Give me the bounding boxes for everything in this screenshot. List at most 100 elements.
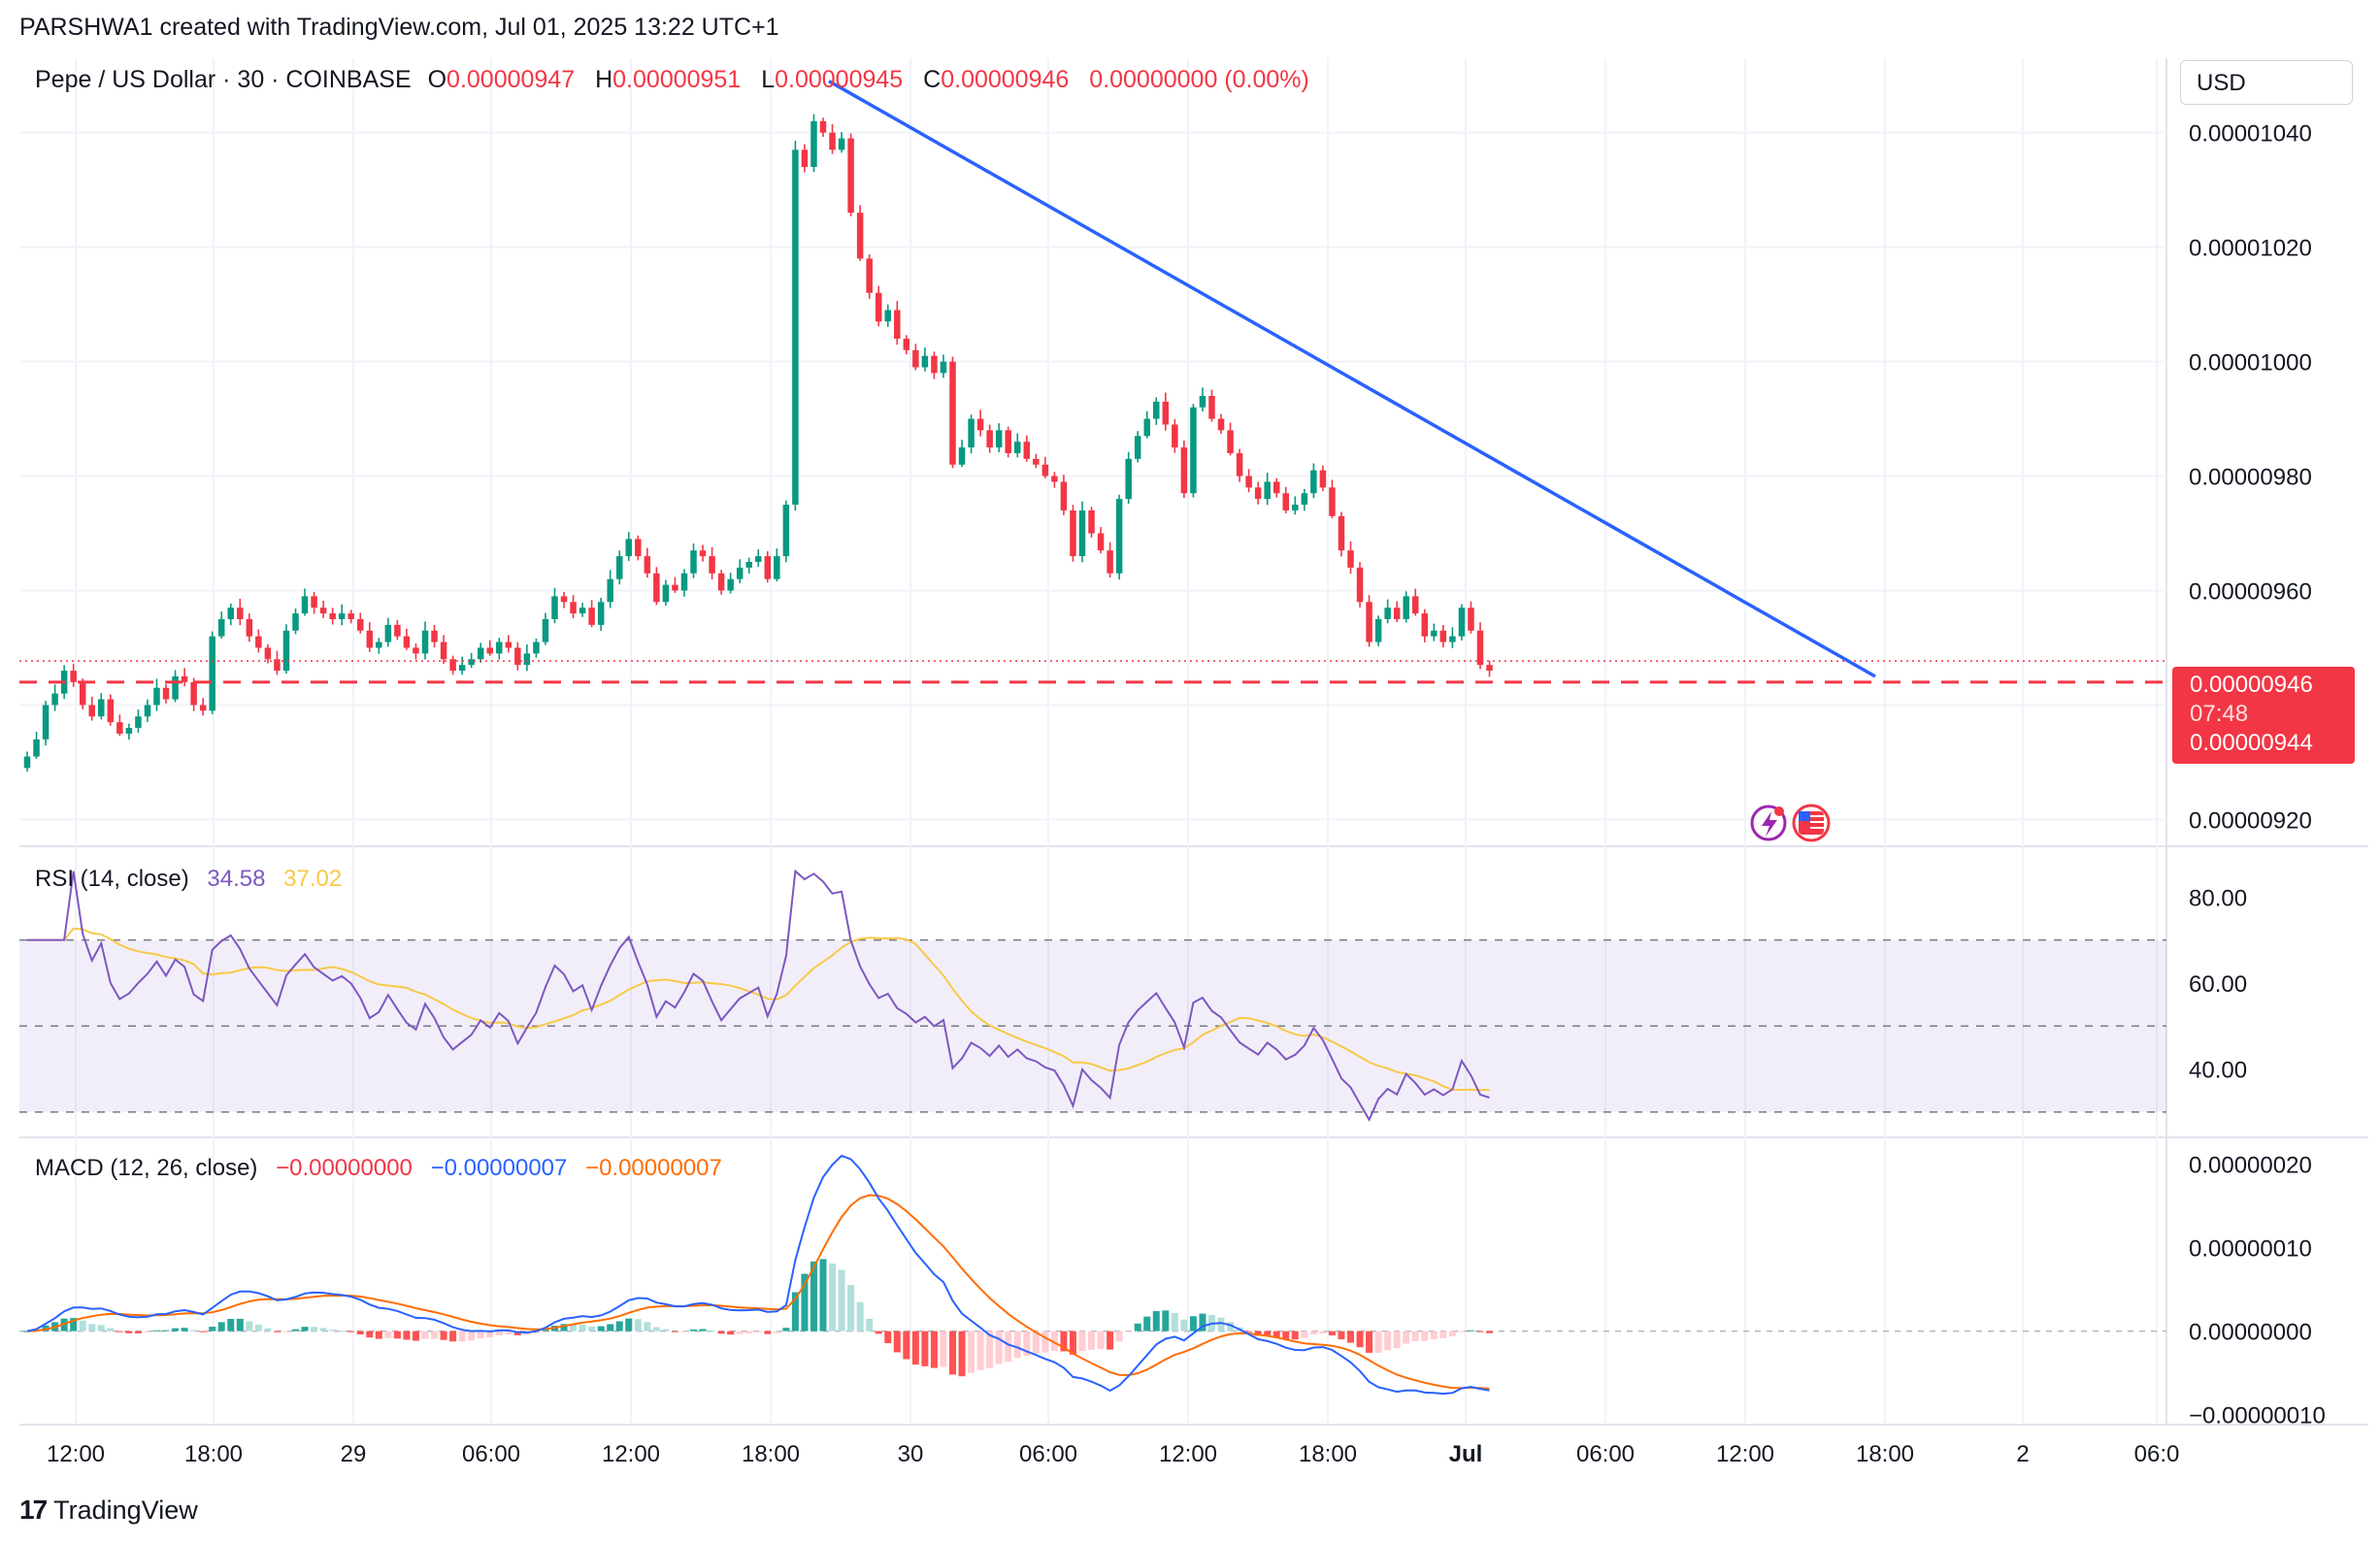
candle-body <box>440 641 447 660</box>
macd-histogram-bar <box>1366 1331 1373 1353</box>
symbol-title[interactable]: Pepe / US Dollar · 30 · COINBASE <box>35 66 412 93</box>
candle-body <box>1023 442 1031 459</box>
macd-histogram-bar <box>70 1318 78 1331</box>
macd-histogram-bar <box>1411 1331 1419 1342</box>
candle-body <box>551 596 558 619</box>
macd-histogram-bar <box>431 1331 439 1339</box>
candle-body <box>1393 608 1401 619</box>
macd-histogram-bar <box>1199 1313 1207 1331</box>
candle-body <box>311 596 317 608</box>
price-tick-label: 0.00001040 <box>2189 121 2312 148</box>
tradingview-brand[interactable]: 17 TradingView <box>19 1495 198 1526</box>
macd-histogram-bar <box>903 1331 910 1360</box>
macd-histogram-bar <box>273 1331 281 1332</box>
time-tick-label: 12:00 <box>602 1441 660 1467</box>
macd-histogram-bar <box>1125 1331 1133 1332</box>
lightning-icon <box>1762 811 1777 837</box>
candle-body <box>1236 452 1243 477</box>
candle-body <box>1254 487 1262 500</box>
candle-body <box>458 665 466 672</box>
candle-body <box>468 659 475 666</box>
candle-body <box>1060 481 1068 510</box>
time-tick-label: 06:00 <box>1576 1441 1635 1467</box>
time-tick-label: 06:00 <box>1019 1441 1077 1467</box>
macd-histogram-bar <box>1403 1331 1410 1344</box>
candle-body <box>1190 407 1197 494</box>
candle-body <box>542 618 549 642</box>
macd-histogram-bar <box>1217 1317 1225 1331</box>
candle-body <box>246 618 253 637</box>
macd-histogram-bar <box>1050 1331 1058 1351</box>
candle-body <box>662 584 670 603</box>
macd-histogram-bar <box>671 1331 678 1332</box>
macd-histogram-bar <box>736 1331 744 1334</box>
candle-body <box>866 258 873 293</box>
rsi-ma-value: 37.02 <box>283 866 343 892</box>
macd-histogram-bar <box>1356 1331 1364 1348</box>
macd-histogram-bar <box>1476 1331 1484 1332</box>
macd-histogram-bar <box>42 1325 50 1331</box>
macd-histogram-bar <box>505 1331 512 1335</box>
macd-histogram-bar <box>440 1331 447 1340</box>
candle-body <box>570 602 577 614</box>
macd-label[interactable]: MACD (12, 26, close) <box>35 1155 258 1181</box>
macd-histogram-bar <box>921 1331 929 1366</box>
alert-dot <box>1774 806 1784 816</box>
candle-body <box>357 618 364 631</box>
rsi-label[interactable]: RSI (14, close) <box>35 866 189 892</box>
candle-body <box>672 584 678 591</box>
candle-body <box>292 613 299 631</box>
macd-histogram-bar <box>1107 1331 1114 1350</box>
macd-histogram-bar <box>644 1322 651 1331</box>
macd-histogram-bar <box>1134 1323 1141 1331</box>
brand-name: TradingView <box>53 1495 198 1525</box>
macd-histogram-bar <box>1227 1322 1235 1331</box>
candle-body <box>376 641 382 648</box>
candle-body <box>70 671 77 682</box>
macd-histogram-bar <box>699 1329 707 1331</box>
candle-body <box>1264 481 1271 500</box>
macd-histogram-bar <box>468 1331 476 1341</box>
macd-histogram-bar <box>1291 1331 1299 1340</box>
time-tick-label: 2 <box>2016 1441 2029 1467</box>
candle-body <box>1172 424 1178 448</box>
us-flag-icon <box>1799 811 1810 821</box>
candle-body <box>413 647 419 654</box>
macd-histogram-bar <box>227 1319 235 1331</box>
macd-histogram-bar <box>893 1331 901 1353</box>
candle-body <box>190 681 197 706</box>
candle-body <box>810 120 817 168</box>
macd-histogram-bar <box>1264 1331 1272 1337</box>
macd-histogram-bar <box>264 1328 272 1331</box>
candle-body <box>116 722 123 734</box>
macd-histogram-bar <box>23 1331 31 1332</box>
candle-body <box>588 608 595 625</box>
macd-histogram-bar <box>680 1331 688 1332</box>
candle-body <box>1013 442 1021 453</box>
macd-histogram-bar <box>1301 1331 1308 1338</box>
macd-hist-value: −0.00000000 <box>276 1155 413 1181</box>
currency-button[interactable]: USD <box>2180 60 2353 105</box>
macd-histogram-bar <box>652 1327 660 1331</box>
candle-body <box>403 636 411 648</box>
macd-histogram-bar <box>976 1331 984 1370</box>
candle-body <box>319 608 327 614</box>
time-tick-label: 29 <box>341 1441 367 1467</box>
low-label: L <box>761 66 776 93</box>
price-tick-label: 0.00000920 <box>2189 807 2312 834</box>
candle-body <box>690 550 697 574</box>
close-value: 0.00000946 <box>941 66 1070 93</box>
candle-body <box>1162 401 1170 425</box>
candle-body <box>801 149 809 168</box>
candle-body <box>1468 608 1474 631</box>
macd-tick-label: 0.00000000 <box>2189 1320 2312 1346</box>
macd-histogram-bar <box>838 1269 845 1331</box>
rsi-legend: RSI (14, close) 34.58 37.02 <box>35 866 353 893</box>
candle-body <box>1273 481 1280 494</box>
macd-histogram-bar <box>1309 1331 1317 1335</box>
macd-histogram-bar <box>570 1324 578 1331</box>
candle-body <box>578 608 586 614</box>
candle-body <box>255 636 262 648</box>
